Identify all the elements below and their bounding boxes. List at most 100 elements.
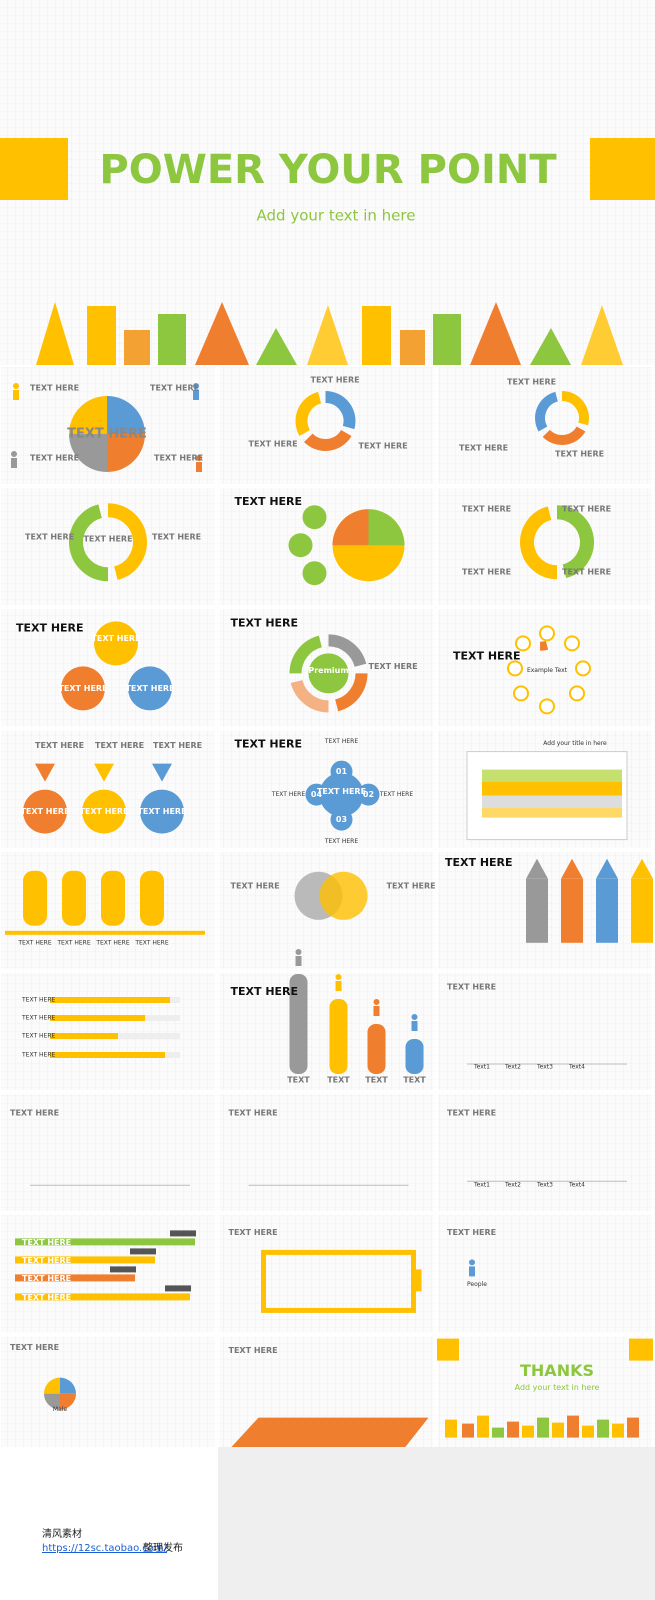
shape: [308, 653, 349, 694]
link[interactable]: https://12sc.taobao.com/: [42, 1543, 168, 1554]
shape: [50, 1033, 118, 1039]
slide-frame: [0, 971, 217, 1092]
shape: [631, 858, 653, 879]
slide-frame: [217, 607, 436, 729]
label: TEXT HERE: [35, 741, 84, 750]
shape: [482, 781, 622, 796]
label: TEXT HERE: [562, 505, 611, 514]
slide: TEXT HERE TEXT HERE TEXT HERE TEXT HERE TEXT…: [0, 728, 217, 850]
shape: [329, 999, 348, 1074]
shape: [596, 858, 618, 879]
shape: [482, 807, 622, 818]
label: THANKS: [520, 1361, 594, 1380]
slide: TEXT HERE TEXT HERE TEXT HERE TEXT HERE: [0, 849, 217, 971]
label: 02: [363, 790, 374, 799]
slide: TEXT HERE Example Text: [436, 607, 654, 729]
label: TEXT HERE: [67, 427, 147, 442]
arrow-segment: [69, 504, 109, 582]
slide-frame: [0, 607, 217, 729]
deco-block: [590, 138, 655, 200]
shape: [597, 1419, 609, 1438]
slide-frame: [436, 607, 654, 729]
shape: [569, 685, 585, 702]
shape: [561, 878, 583, 943]
label: Text3: [536, 1064, 553, 1071]
label: TEXT HERE: [30, 454, 79, 463]
slide-frame: [436, 1213, 654, 1335]
slide: TEXT HERE TEXT HERE TEXT HERE: [217, 365, 436, 486]
label: Text2: [504, 1064, 521, 1071]
label: TEXT HERE: [79, 807, 128, 816]
arrow-segment: [535, 391, 559, 432]
shape: [469, 1259, 475, 1266]
shape: [507, 1421, 519, 1438]
slide: THANKS Add your text in here: [436, 1334, 654, 1456]
slide: TEXT HERE TEXT HERE TEXT HERE: [436, 365, 654, 486]
shape: [5, 930, 205, 935]
shape: [302, 561, 327, 586]
slide-frame: [217, 849, 436, 971]
label: Text4: [568, 1064, 585, 1071]
pie-slice: [60, 1377, 76, 1394]
slide-frame: [217, 728, 436, 850]
shape: [319, 772, 364, 817]
shape: [539, 698, 555, 715]
slide-frame: [0, 1092, 217, 1214]
slide: TEXT HERE: [217, 1213, 436, 1335]
shape: [319, 871, 368, 920]
shape: [295, 949, 302, 955]
label: Text3: [536, 1182, 553, 1189]
slide: TEXT HERE TEXT HERE TEXT HERE: [0, 486, 217, 608]
arrow-segment: [107, 503, 147, 580]
label: TEXT HERE: [317, 787, 366, 796]
shape: [367, 1024, 386, 1074]
arrow-segment: [561, 391, 589, 426]
slide-frame: [217, 971, 436, 1092]
label: TEXT: [327, 1076, 350, 1085]
shape: [50, 997, 170, 1003]
label: TEXT HERE: [445, 856, 513, 869]
shape: [15, 1293, 190, 1301]
label: TEXT HERE: [359, 442, 408, 451]
slide: TEXT HERE TEXT HERE TEXT HERE TEXT HERE: [0, 971, 217, 1092]
deco-block: [0, 138, 68, 200]
shape: [631, 878, 653, 943]
slide-frame: [217, 1213, 436, 1335]
label: TEXT HERE: [562, 568, 611, 577]
shape: [94, 763, 114, 782]
pie-slice: [69, 434, 107, 472]
label: TEXT HERE: [95, 741, 144, 750]
label: TEXT HERE: [324, 738, 359, 745]
label: Example Text: [527, 667, 568, 674]
slide: TEXT HERE People: [436, 1213, 654, 1335]
label: TEXT HERE: [22, 1274, 71, 1283]
slide-frame: [436, 971, 654, 1092]
pie-slice: [107, 396, 145, 434]
shape: [561, 858, 583, 879]
slide: TEXT HERE TEXT HERE TEXT HERE TEXT HERE TEXT…: [217, 728, 436, 850]
slide-frame: [436, 728, 654, 850]
label: TEXT HERE: [95, 939, 130, 946]
label: TEXT HERE: [17, 939, 52, 946]
shape: [564, 635, 580, 652]
shape: [35, 763, 55, 782]
shape: [62, 870, 86, 926]
label: 03: [336, 815, 347, 824]
label: TEXT HERE: [154, 454, 203, 463]
label: TEXT HERE: [150, 384, 199, 393]
shape: [469, 1266, 475, 1277]
slide: TEXT HERE TEXT TEXT TEXT TEXT: [217, 949, 436, 1092]
label: TEXT HERE: [459, 444, 508, 453]
shape: [130, 1248, 156, 1255]
shape: [629, 1338, 653, 1361]
slide-frame: [217, 365, 436, 486]
shape: [295, 956, 302, 966]
pie-slice: [60, 1393, 76, 1410]
slide-frame: [436, 1092, 654, 1214]
label: TEXT HERE: [387, 881, 436, 890]
shape: [23, 789, 67, 834]
slide: TEXT HERE Text1 Text2 Text3 Text4: [436, 1092, 654, 1214]
label: Text1: [473, 1064, 490, 1071]
label: TEXT HERE: [20, 807, 69, 816]
